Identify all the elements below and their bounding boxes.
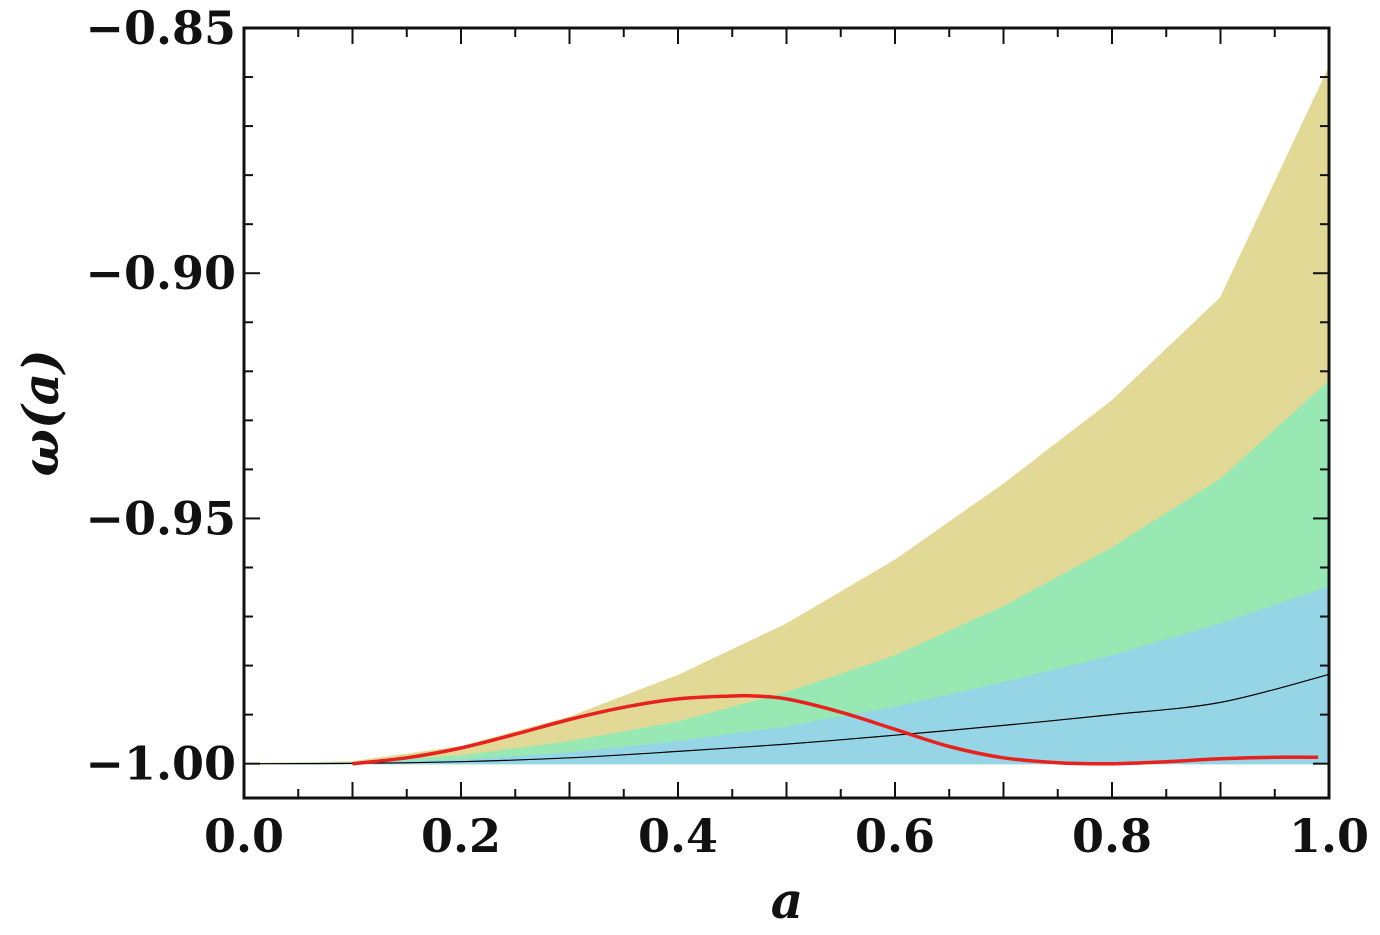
x-axis-label: a [771, 871, 803, 930]
axis-ticks [244, 27, 1329, 798]
curves [243, 673, 1330, 766]
x-tick-label: 0.4 [638, 809, 718, 863]
y-tick-labels: −1.00 −0.95 −0.90 −0.85 [85, 1, 236, 791]
x-tick-label: 1.0 [1289, 809, 1369, 863]
x-tick-label: 0.6 [855, 809, 935, 863]
y-tick-label: −1.00 [85, 737, 236, 791]
x-tick-label: 0.2 [421, 809, 501, 863]
y-axis-label: ω(a) [11, 349, 70, 476]
x-tick-label: 0.8 [1072, 809, 1152, 863]
curve-0 [243, 673, 1330, 765]
y-tick-label: −0.95 [85, 491, 236, 545]
x-tick-labels: 0.0 0.2 0.4 0.6 0.8 1.0 [204, 809, 1369, 863]
y-tick-label: −0.90 [85, 246, 236, 300]
y-tick-label: −0.85 [85, 1, 236, 55]
x-tick-label: 0.0 [204, 809, 284, 863]
curve-1 [352, 693, 1319, 766]
confidence-bands [243, 66, 1330, 765]
